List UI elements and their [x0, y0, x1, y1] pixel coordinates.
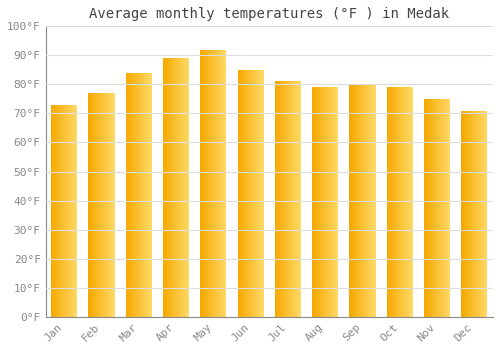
Title: Average monthly temperatures (°F ) in Medak: Average monthly temperatures (°F ) in Me…: [89, 7, 450, 21]
